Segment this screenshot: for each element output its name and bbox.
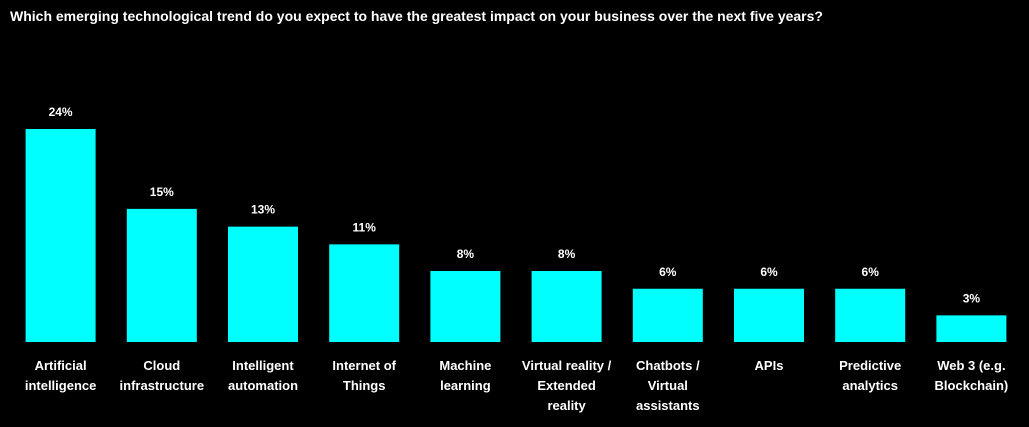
x-tick-label: Machine learning	[439, 358, 492, 393]
bar	[632, 288, 703, 342]
value-label: 15%	[150, 185, 174, 199]
value-label: 13%	[251, 203, 275, 217]
x-tick-label: APIs	[754, 358, 784, 373]
bar	[329, 244, 400, 342]
bar	[430, 271, 501, 342]
x-tick-label: Internet of Things	[332, 358, 396, 393]
value-label: 8%	[457, 247, 475, 261]
x-tick-label: Virtual reality / Extended reality	[521, 358, 612, 413]
x-tick-label: Chatbots / Virtual assistants	[636, 358, 700, 413]
bar	[228, 226, 298, 342]
value-label: 8%	[558, 247, 576, 261]
bar	[936, 315, 1007, 342]
x-tick-label: Web 3 (e.g. Blockchain)	[934, 358, 1009, 393]
x-tick-label: Artificial intelligence	[24, 358, 97, 393]
value-label: 11%	[353, 220, 377, 234]
bar	[835, 288, 906, 342]
bar	[734, 288, 804, 342]
x-tick-label: Intelligent automation	[227, 358, 299, 393]
x-tick-label: Predictive analytics	[839, 358, 902, 393]
value-label: 6%	[659, 265, 677, 279]
chart-title: Which emerging technological trend do yo…	[10, 8, 823, 24]
value-label: 24%	[49, 105, 73, 119]
value-label: 6%	[760, 265, 778, 279]
value-label: 3%	[963, 291, 981, 305]
bar	[25, 129, 96, 342]
x-tick-label: Cloud infrastructure	[119, 358, 205, 393]
bar	[531, 271, 602, 342]
bar	[126, 208, 197, 342]
value-label: 6%	[862, 265, 880, 279]
